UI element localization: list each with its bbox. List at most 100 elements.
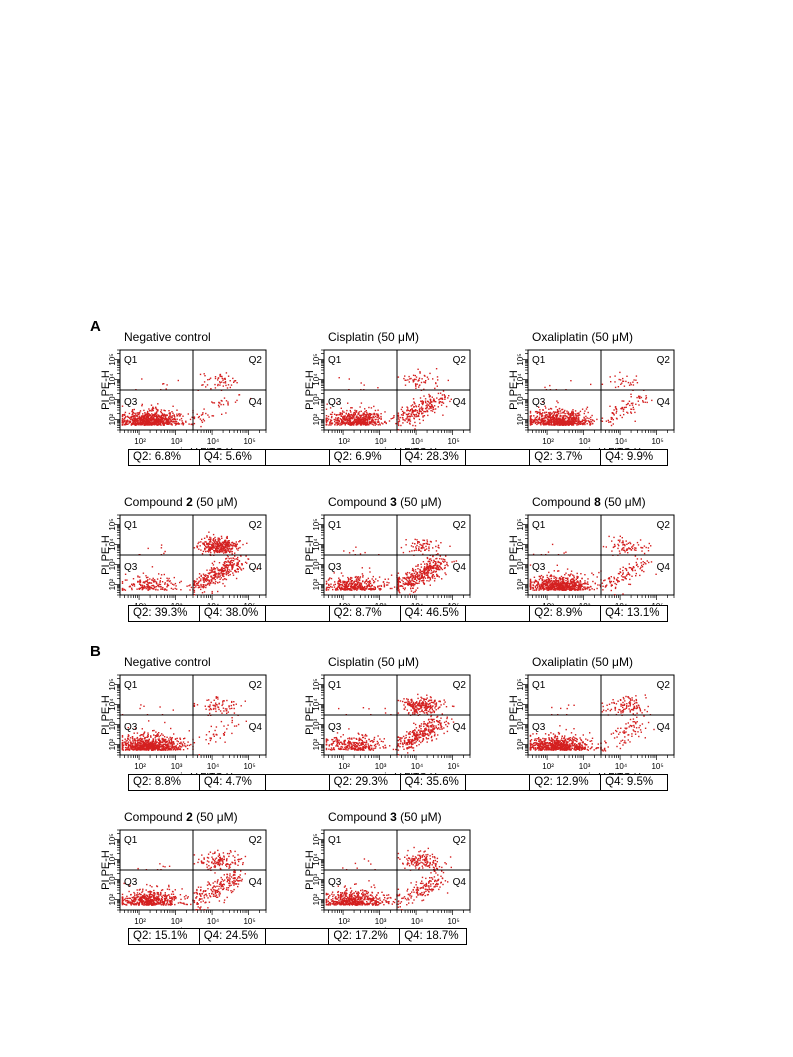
- event-point: [144, 413, 147, 416]
- event-point: [367, 421, 369, 423]
- event-point: [427, 566, 430, 569]
- event-point: [619, 371, 621, 374]
- event-point: [133, 415, 135, 418]
- event-point: [415, 409, 417, 411]
- event-point: [571, 411, 573, 414]
- event-point: [165, 388, 167, 390]
- event-point: [572, 421, 574, 423]
- event-point: [402, 580, 404, 583]
- event-point: [578, 412, 580, 414]
- event-point: [427, 400, 429, 402]
- event-point: [161, 420, 163, 422]
- event-point: [567, 417, 569, 419]
- event-point: [393, 586, 396, 588]
- event-point: [384, 420, 386, 423]
- event-point: [424, 411, 426, 413]
- event-point: [162, 422, 165, 424]
- event-point: [202, 543, 205, 545]
- event-point: [198, 576, 200, 579]
- event-point: [134, 413, 137, 415]
- event-point: [439, 555, 441, 557]
- event-point: [551, 417, 553, 419]
- event-point: [212, 564, 215, 566]
- event-point: [139, 579, 141, 581]
- event-point: [126, 579, 128, 581]
- panel-title: Compound 2 (50 μM): [124, 495, 238, 509]
- event-point: [420, 550, 422, 552]
- event-point: [576, 423, 578, 425]
- event-point: [216, 549, 219, 552]
- event-point: [426, 539, 428, 541]
- event-point: [338, 583, 340, 586]
- event-point: [213, 540, 215, 542]
- event-point: [338, 580, 340, 582]
- event-point: [227, 568, 229, 571]
- event-point: [552, 417, 554, 419]
- event-point: [430, 401, 432, 404]
- event-point: [429, 565, 432, 567]
- event-point: [564, 424, 567, 426]
- event-point: [200, 588, 202, 591]
- event-point: [198, 586, 201, 589]
- event-point: [438, 399, 440, 401]
- event-point: [412, 580, 414, 583]
- event-point: [438, 547, 440, 549]
- scatter-plot: PI PE-HQ1Q2Q3Q410²10³10⁴10⁵10²10³10⁴10⁵a…: [304, 514, 471, 623]
- event-point: [128, 417, 131, 419]
- event-point: [143, 419, 145, 422]
- event-point: [216, 542, 219, 545]
- event-point: [149, 420, 152, 422]
- event-point: [439, 558, 441, 560]
- event-point: [377, 586, 379, 588]
- event-point: [368, 412, 370, 415]
- event-point: [579, 422, 582, 424]
- event-point: [554, 581, 557, 583]
- event-point: [540, 424, 542, 426]
- event-point: [237, 568, 239, 571]
- event-point: [134, 424, 137, 426]
- event-point: [569, 423, 572, 425]
- event-point: [619, 414, 622, 417]
- event-point: [633, 408, 635, 411]
- event-point: [231, 550, 233, 553]
- event-point: [411, 408, 413, 411]
- event-point: [151, 585, 153, 587]
- event-point: [372, 579, 375, 582]
- event-point: [206, 578, 208, 580]
- event-point: [544, 416, 546, 419]
- event-point: [360, 382, 362, 384]
- event-point: [631, 408, 633, 410]
- event-point: [160, 586, 162, 588]
- event-point: [364, 417, 367, 419]
- y-axis-label: PI PE-H: [304, 370, 316, 410]
- event-point: [211, 546, 214, 548]
- event-point: [383, 586, 386, 588]
- event-point: [411, 584, 413, 586]
- event-point: [406, 414, 409, 416]
- event-point: [563, 424, 565, 426]
- y-tick-label: 10⁵: [312, 518, 321, 530]
- event-point: [547, 415, 549, 417]
- event-point: [572, 417, 575, 420]
- event-point: [366, 586, 368, 588]
- event-point: [164, 583, 166, 585]
- event-point: [206, 542, 208, 545]
- event-point: [421, 575, 423, 578]
- event-point: [382, 581, 385, 583]
- event-point: [434, 577, 436, 580]
- event-point: [377, 418, 379, 421]
- event-point: [408, 583, 411, 585]
- event-point: [365, 418, 367, 420]
- event-point: [561, 408, 564, 411]
- event-point: [333, 584, 335, 586]
- event-point: [555, 579, 557, 581]
- event-point: [155, 413, 157, 415]
- event-point: [349, 578, 351, 581]
- event-point: [227, 549, 229, 551]
- event-point: [156, 419, 158, 422]
- event-point: [141, 421, 143, 423]
- event-point: [132, 412, 134, 415]
- event-point: [338, 577, 340, 579]
- y-tick-label: 10⁵: [516, 353, 525, 365]
- event-point: [211, 579, 213, 581]
